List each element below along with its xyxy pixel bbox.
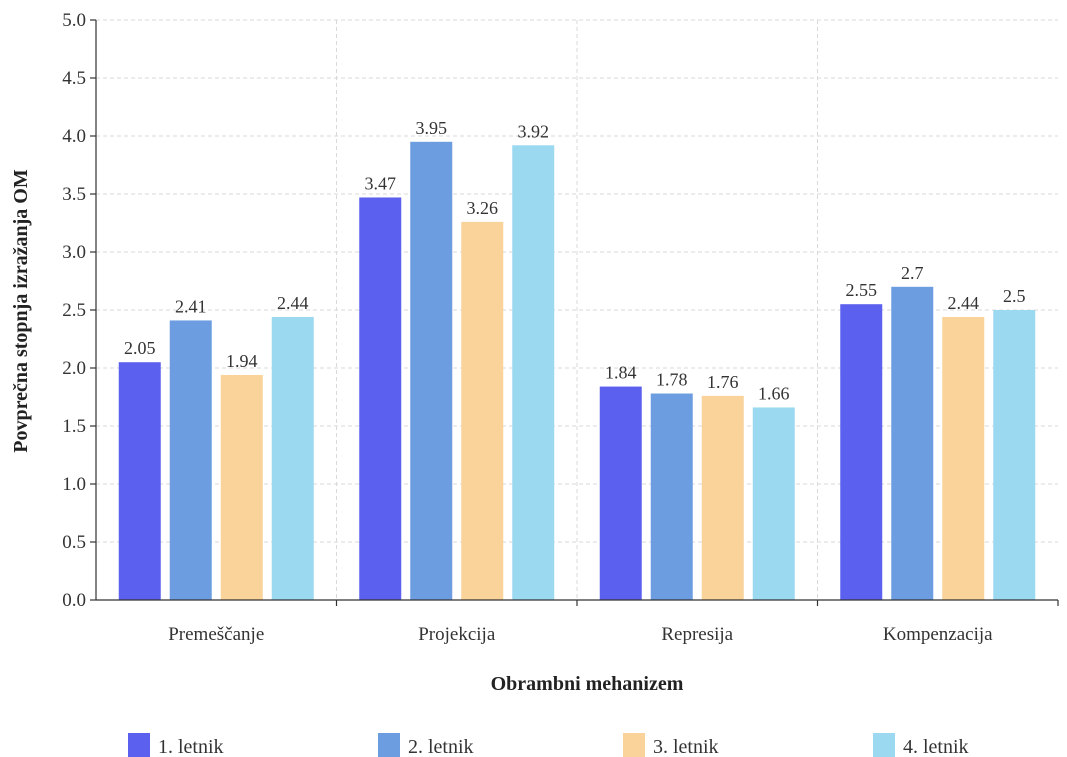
x-tick-label: Represija — [661, 624, 733, 645]
y-tick-label: 0.5 — [62, 532, 86, 553]
bar — [701, 395, 744, 600]
bar — [118, 362, 161, 600]
x-axis-title: Obrambni mehanizem — [491, 673, 684, 695]
bar — [993, 310, 1036, 600]
bar — [942, 316, 985, 600]
bar — [650, 393, 693, 600]
data-label: 2.55 — [846, 280, 878, 300]
y-axis-title: Povprečna stopnja izražanja OM — [10, 169, 32, 453]
data-label: 3.92 — [518, 121, 550, 141]
data-label: 1.84 — [605, 363, 637, 383]
bar — [271, 316, 314, 600]
bar — [461, 221, 504, 600]
bar — [169, 320, 212, 600]
y-tick-label: 0.0 — [62, 590, 86, 611]
data-label: 2.05 — [124, 338, 156, 358]
y-tick-label: 3.0 — [62, 242, 86, 263]
y-tick-label: 2.0 — [62, 358, 86, 379]
data-label: 2.44 — [948, 293, 980, 313]
y-tick-label: 4.0 — [62, 126, 86, 147]
y-tick-label: 2.5 — [62, 300, 86, 321]
y-tick-label: 4.5 — [62, 68, 86, 89]
data-label: 1.66 — [758, 383, 790, 403]
legend-swatch — [873, 733, 895, 757]
data-label: 2.5 — [1003, 286, 1026, 306]
bar — [752, 407, 795, 600]
bar — [410, 141, 453, 601]
data-label: 2.7 — [901, 263, 924, 283]
legend-swatch — [378, 733, 400, 757]
y-tick-label: 1.0 — [62, 474, 86, 495]
legend-swatch — [623, 733, 645, 757]
y-tick-label: 3.5 — [62, 184, 86, 205]
y-tick-label: 1.5 — [62, 416, 86, 437]
data-label: 2.44 — [277, 293, 309, 313]
legend-label: 3. letnik — [653, 736, 719, 757]
bars: 2.05 2.41 1.94 2.44 3.47 3.95 3.26 3.92 1.84 1.78… — [118, 118, 1036, 601]
bar — [359, 197, 402, 601]
x-tick-label: Kompenzacija — [883, 624, 993, 645]
y-tick-label: 5.0 — [62, 10, 86, 31]
legend: 1. letnik 2. letnik 3. letnik 4. letnik — [128, 733, 969, 757]
bar — [840, 304, 883, 600]
axes: 0.0 0.5 1.0 1.5 2.0 2.5 3.0 3.5 4.0 4.5 5.0 Premešč… — [62, 10, 1059, 645]
legend-label: 1. letnik — [158, 736, 224, 757]
data-label: 3.26 — [467, 198, 499, 218]
bar — [512, 145, 555, 600]
bar — [220, 374, 263, 600]
bar — [891, 286, 934, 600]
legend-swatch — [128, 733, 150, 757]
x-tick-label: Projekcija — [418, 624, 496, 645]
data-label: 1.94 — [226, 351, 258, 371]
data-label: 3.47 — [365, 173, 397, 193]
x-tick-label: Premeščanje — [168, 624, 264, 645]
bar — [599, 386, 642, 600]
data-label: 3.95 — [416, 118, 448, 138]
data-label: 1.78 — [656, 370, 688, 390]
data-label: 2.41 — [175, 296, 207, 316]
data-label: 1.76 — [707, 372, 739, 392]
legend-label: 4. letnik — [903, 736, 969, 757]
legend-label: 2. letnik — [408, 736, 474, 757]
